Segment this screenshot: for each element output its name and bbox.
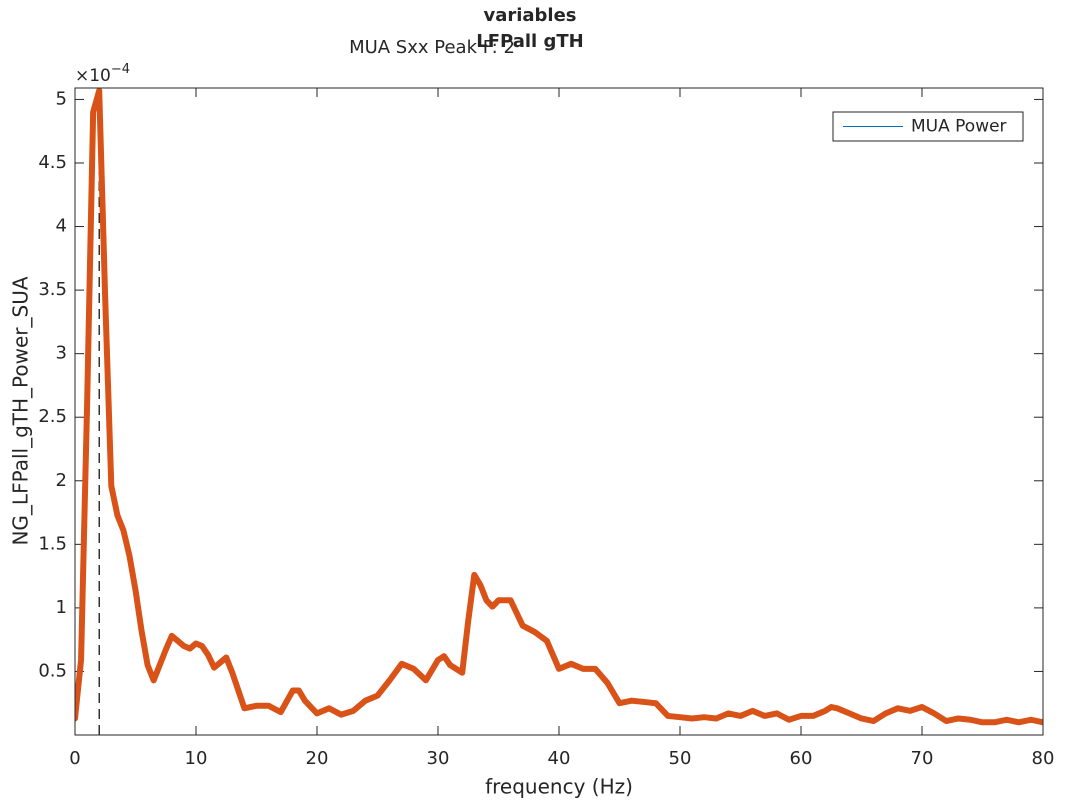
y-multiplier-exponent: −4 xyxy=(111,62,130,77)
y-axis-label: NG_LFPall_gTH_Power_SUA xyxy=(9,276,33,545)
legend-label: MUA Power xyxy=(911,117,1007,137)
axes-box xyxy=(74,87,1044,736)
title-line: variables xyxy=(483,5,576,26)
y-tick-label: 2.5 xyxy=(38,406,67,427)
y-tick-label: 3.5 xyxy=(38,279,67,300)
y-tick-label: 4.5 xyxy=(38,152,67,173)
x-tick-label: 50 xyxy=(669,748,692,769)
x-tick-label: 30 xyxy=(427,748,450,769)
subtitle: MUA Sxx Peak F: 2 xyxy=(349,37,515,58)
x-tick-label: 60 xyxy=(790,748,813,769)
y-tick-label: 2 xyxy=(56,470,67,491)
x-tick-label: 20 xyxy=(306,748,329,769)
data-line xyxy=(75,88,1043,726)
x-tick-label: 10 xyxy=(185,748,208,769)
y-multiplier: ×10−4 xyxy=(75,62,130,87)
x-tick-label: 80 xyxy=(1032,748,1055,769)
x-tick-label: 70 xyxy=(911,748,934,769)
x-tick-label: 40 xyxy=(548,748,571,769)
x-axis-label: frequency (Hz) xyxy=(485,775,633,799)
y-tick-label: 5 xyxy=(56,88,67,109)
y-tick-label: 0.5 xyxy=(38,660,67,681)
title-line: LFPall gTH xyxy=(476,31,583,52)
y-tick-label: 4 xyxy=(56,216,67,237)
x-tick-label: 0 xyxy=(69,748,80,769)
y-multiplier-base: ×10 xyxy=(75,66,111,86)
y-tick-label: 3 xyxy=(56,343,67,364)
y-tick-label: 1 xyxy=(56,597,67,618)
y-tick-label: 1.5 xyxy=(38,533,67,554)
